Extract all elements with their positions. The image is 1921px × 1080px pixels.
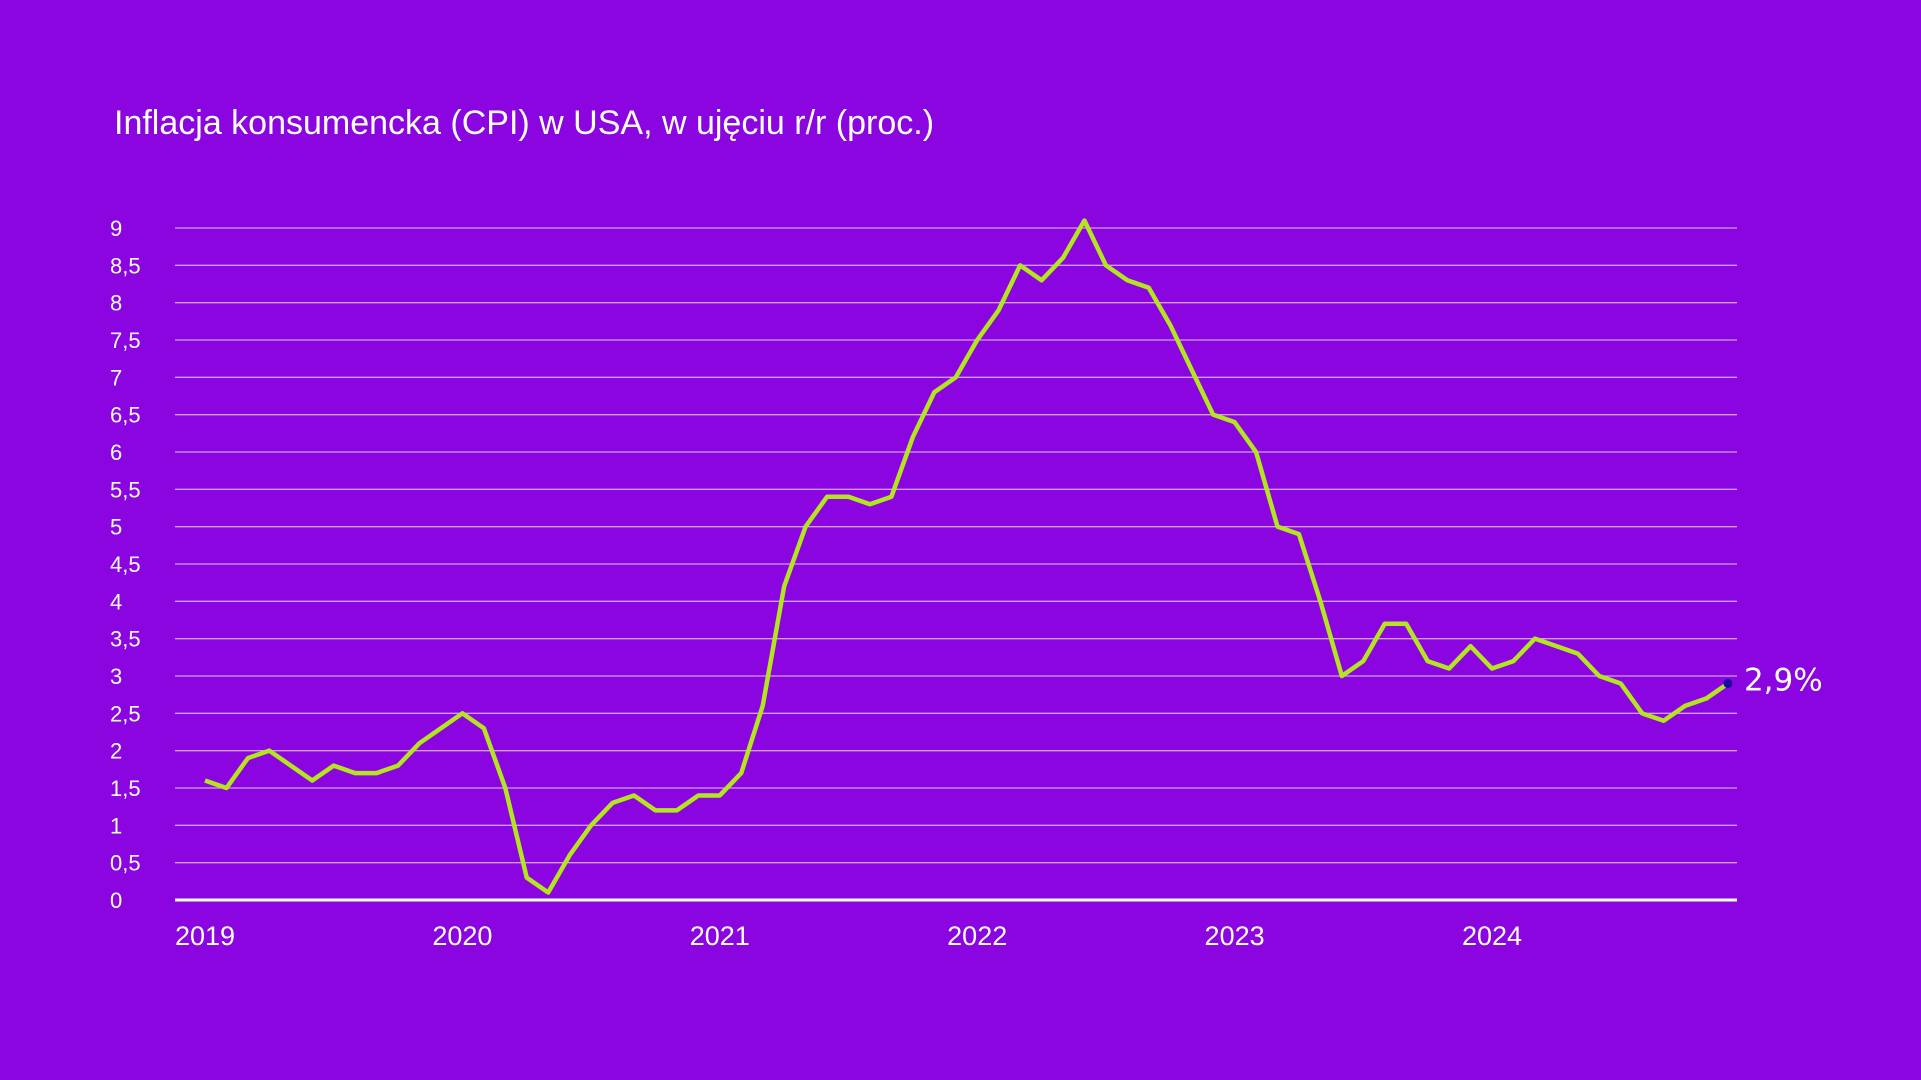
y-tick-label: 0,5 (110, 851, 141, 876)
y-tick-label: 2 (110, 739, 122, 764)
y-tick-label: 9 (110, 216, 122, 241)
y-tick-label: 3,5 (110, 627, 141, 652)
y-tick-label: 7 (110, 365, 122, 390)
x-tick-label: 2019 (175, 921, 235, 951)
y-tick-label: 7,5 (110, 328, 141, 353)
y-tick-label: 0 (110, 888, 122, 913)
x-tick-label: 2023 (1205, 921, 1265, 951)
y-tick-label: 5 (110, 515, 122, 540)
y-tick-label: 1,5 (110, 776, 141, 801)
end-value-label: 2,9% (1744, 662, 1823, 698)
y-tick-label: 8,5 (110, 253, 141, 278)
cpi-line (204, 218, 1730, 895)
x-tick-label: 2024 (1462, 921, 1522, 951)
end-point-marker (1723, 678, 1733, 688)
y-tick-label: 4 (110, 589, 122, 614)
y-tick-label: 6,5 (110, 403, 141, 428)
y-tick-label: 3 (110, 664, 122, 689)
y-tick-label: 2,5 (110, 701, 141, 726)
y-tick-label: 4,5 (110, 552, 141, 577)
y-tick-label: 8 (110, 291, 122, 316)
x-tick-label: 2022 (947, 921, 1007, 951)
x-tick-label: 2020 (432, 921, 492, 951)
chart-title: Inflacja konsumencka (CPI) w USA, w ujęc… (114, 104, 935, 142)
y-tick-label: 1 (110, 813, 122, 838)
y-tick-label: 5,5 (110, 477, 141, 502)
y-tick-label: 6 (110, 440, 122, 465)
x-tick-label: 2021 (690, 921, 750, 951)
